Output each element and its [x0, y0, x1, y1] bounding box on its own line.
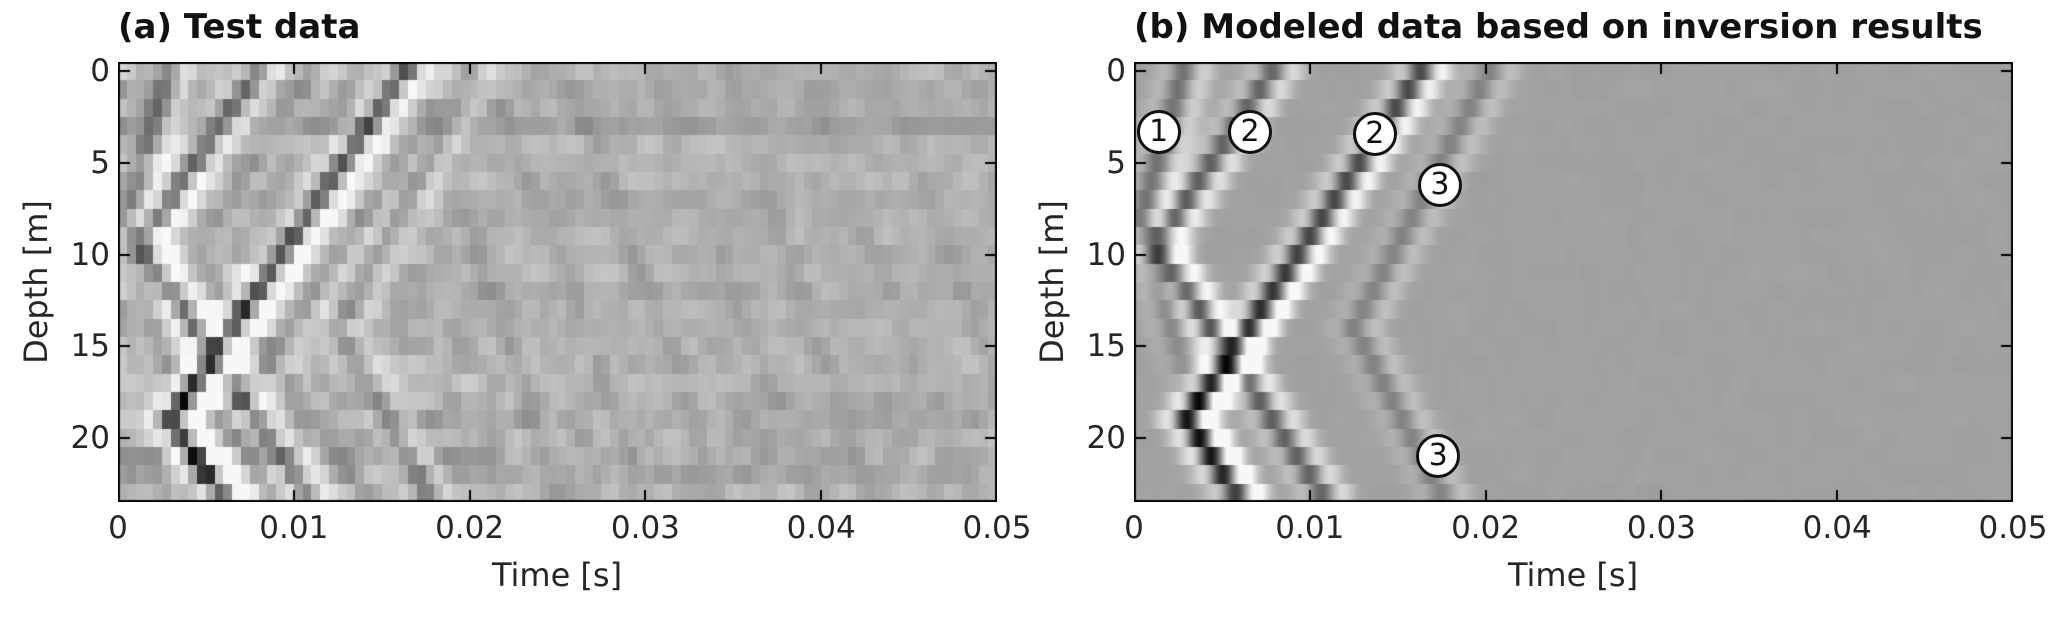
y-tick-label: 20 — [1086, 419, 1126, 456]
annotation-circle: 2 — [1352, 111, 1397, 156]
annotation-circle: 1 — [1136, 109, 1181, 154]
x-tick-label: 0.01 — [1275, 510, 1345, 546]
x-tick-label: 0.05 — [962, 510, 1032, 546]
annotation-number: 3 — [1430, 166, 1450, 202]
panel-a-heatmap — [118, 62, 997, 502]
panel-b-heatmap — [1134, 62, 2013, 502]
annotation-number: 3 — [1428, 438, 1448, 474]
y-tick-label: 5 — [1106, 144, 1126, 181]
panel-a-xlabel: Time [s] — [491, 556, 623, 594]
annotation-number: 1 — [1149, 113, 1169, 149]
y-tick-label: 0 — [1106, 53, 1126, 90]
x-tick-label: 0 — [1124, 510, 1144, 546]
annotation-number: 2 — [1240, 113, 1260, 149]
annotation-circle: 3 — [1417, 162, 1462, 207]
x-tick-label: 0.02 — [435, 510, 505, 546]
y-tick-label: 0 — [90, 53, 110, 90]
y-tick-label: 20 — [70, 419, 110, 456]
y-tick-label: 10 — [1086, 236, 1126, 273]
x-tick-label: 0 — [108, 510, 128, 546]
annotation-number: 2 — [1365, 115, 1385, 151]
x-tick-label: 0.04 — [1802, 510, 1872, 546]
annotation-circle: 3 — [1416, 434, 1461, 479]
x-tick-label: 0.01 — [259, 510, 329, 546]
panel-b-title: (b) Modeled data based on inversion resu… — [1134, 7, 1983, 47]
y-tick-label: 5 — [90, 144, 110, 181]
y-tick-label: 15 — [1086, 328, 1126, 365]
annotation-circle: 2 — [1228, 109, 1273, 154]
panel-a-title: (a) Test data — [118, 7, 361, 47]
x-tick-label: 0.03 — [1626, 510, 1696, 546]
x-tick-label: 0.05 — [1978, 510, 2048, 546]
x-tick-label: 0.04 — [786, 510, 856, 546]
y-tick-label: 10 — [70, 236, 110, 273]
panel-b-xlabel: Time [s] — [1507, 556, 1639, 594]
x-tick-label: 0.02 — [1451, 510, 1521, 546]
y-tick-label: 15 — [70, 328, 110, 365]
x-tick-label: 0.03 — [610, 510, 680, 546]
